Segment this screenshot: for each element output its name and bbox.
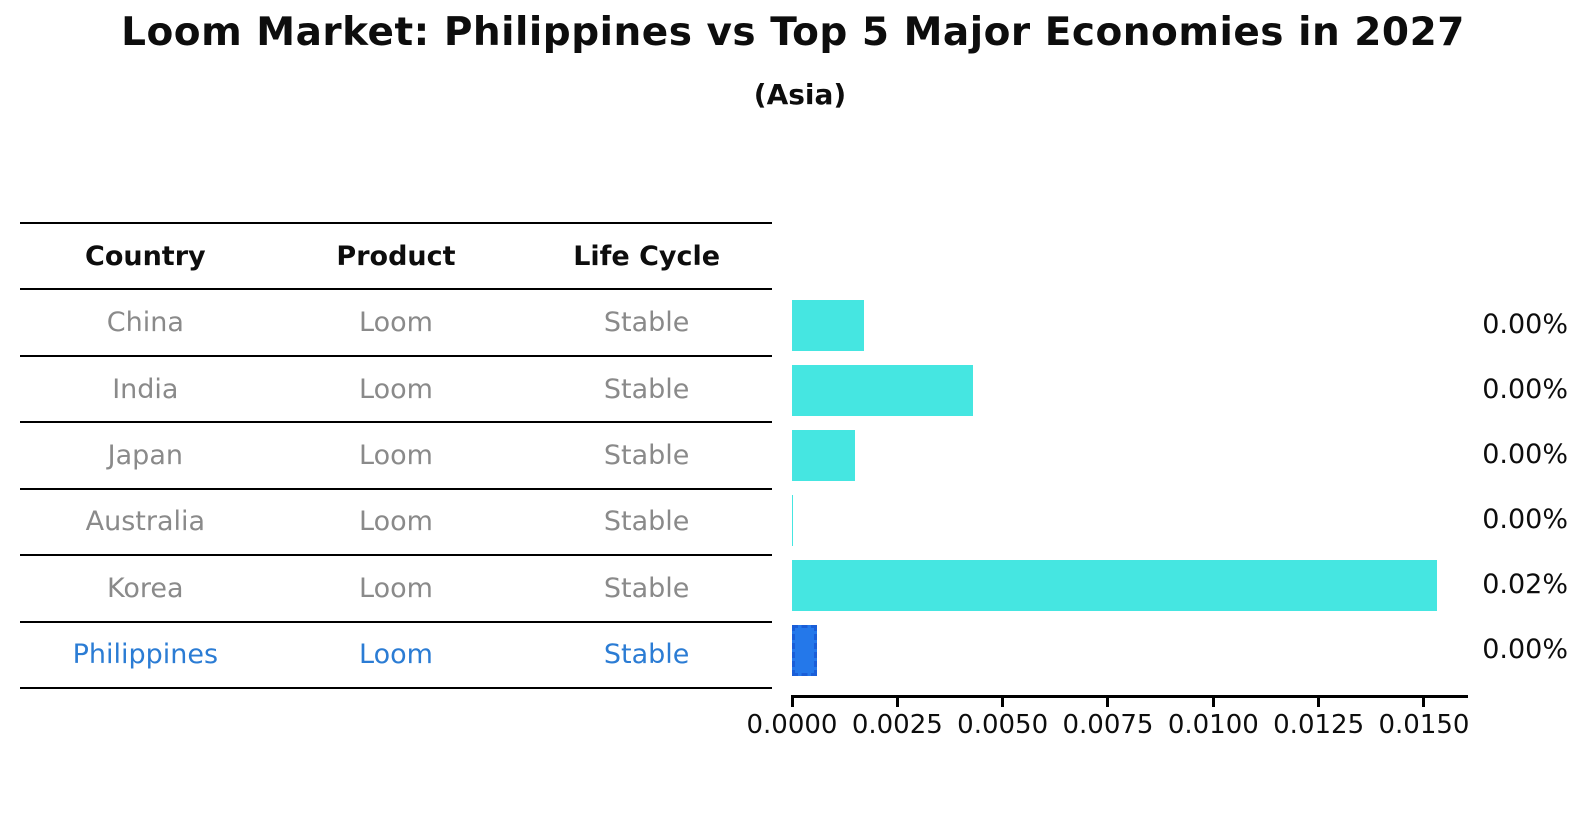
- country-cell: Japan: [107, 439, 183, 471]
- life_cycle-cell: Stable: [603, 572, 690, 604]
- life_cycle-cell: Stable: [603, 506, 690, 538]
- x-axis-tick-label: 0.0125: [1273, 710, 1365, 740]
- x-axis-tick-label: 0.0075: [1062, 710, 1154, 740]
- table-header-row: Country Product Life Cycle: [20, 222, 772, 288]
- country-cell: China: [106, 307, 184, 339]
- x-axis-tick: [1001, 698, 1005, 707]
- product-cell: Loom: [359, 572, 433, 604]
- x-axis-tick: [895, 698, 899, 707]
- bar-china: [792, 299, 864, 351]
- table-row: China Loom Stable: [20, 288, 772, 354]
- x-axis-tick-label: 0.0000: [746, 710, 838, 740]
- x-axis-tick: [1422, 698, 1426, 707]
- life_cycle-cell: Stable: [603, 639, 690, 671]
- country-product-table: Country Product Life Cycle China Loom Stable I…: [20, 222, 772, 689]
- x-axis-tick-label: 0.0150: [1378, 710, 1470, 740]
- product-cell: Loom: [359, 373, 433, 405]
- table-row: India Loom Stable: [20, 354, 772, 421]
- x-axis-tick-label: 0.0025: [851, 710, 943, 740]
- x-axis-tick-label: 0.0100: [1167, 710, 1259, 740]
- country-cell: Korea: [107, 572, 184, 604]
- value-label: 0.00%: [1482, 439, 1568, 470]
- bar-japan: [792, 429, 856, 481]
- product-cell: Loom: [359, 506, 433, 538]
- life_cycle-cell: Stable: [603, 373, 690, 405]
- bar-philippines: [792, 624, 818, 676]
- life_cycle-cell: Stable: [603, 307, 690, 339]
- x-axis-tick-label: 0.0050: [957, 710, 1049, 740]
- value-label: 0.02%: [1482, 569, 1568, 600]
- bar-korea: [792, 559, 1437, 611]
- bar-india: [792, 364, 974, 416]
- country-cell: Philippines: [72, 639, 219, 671]
- country-cell: India: [112, 373, 179, 405]
- table-row: Japan Loom Stable: [20, 421, 772, 487]
- chart-subtitle: (Asia): [753, 78, 847, 111]
- x-axis-tick: [1211, 698, 1215, 707]
- product-cell: Loom: [359, 307, 433, 339]
- country-cell: Australia: [85, 506, 206, 538]
- column-header: Product: [336, 240, 456, 272]
- table-row: Philippines Loom Stable: [20, 620, 772, 687]
- column-header: Life Cycle: [573, 240, 721, 272]
- product-cell: Loom: [359, 439, 433, 471]
- x-axis-tick: [1106, 698, 1110, 707]
- table-row: Korea Loom Stable: [20, 554, 772, 620]
- x-axis-tick: [1317, 698, 1321, 707]
- bar-australia: [792, 494, 794, 546]
- x-axis-tick: [790, 698, 794, 707]
- x-axis-line: [791, 695, 1468, 698]
- value-label: 0.00%: [1482, 504, 1568, 535]
- value-label: 0.00%: [1482, 634, 1568, 665]
- life_cycle-cell: Stable: [603, 439, 690, 471]
- column-header: Country: [85, 240, 206, 272]
- chart-title: Loom Market: Philippines vs Top 5 Major …: [121, 10, 1465, 55]
- value-label: 0.00%: [1482, 374, 1568, 405]
- product-cell: Loom: [359, 639, 433, 671]
- value-label: 0.00%: [1482, 309, 1568, 340]
- table-row: Australia Loom Stable: [20, 487, 772, 554]
